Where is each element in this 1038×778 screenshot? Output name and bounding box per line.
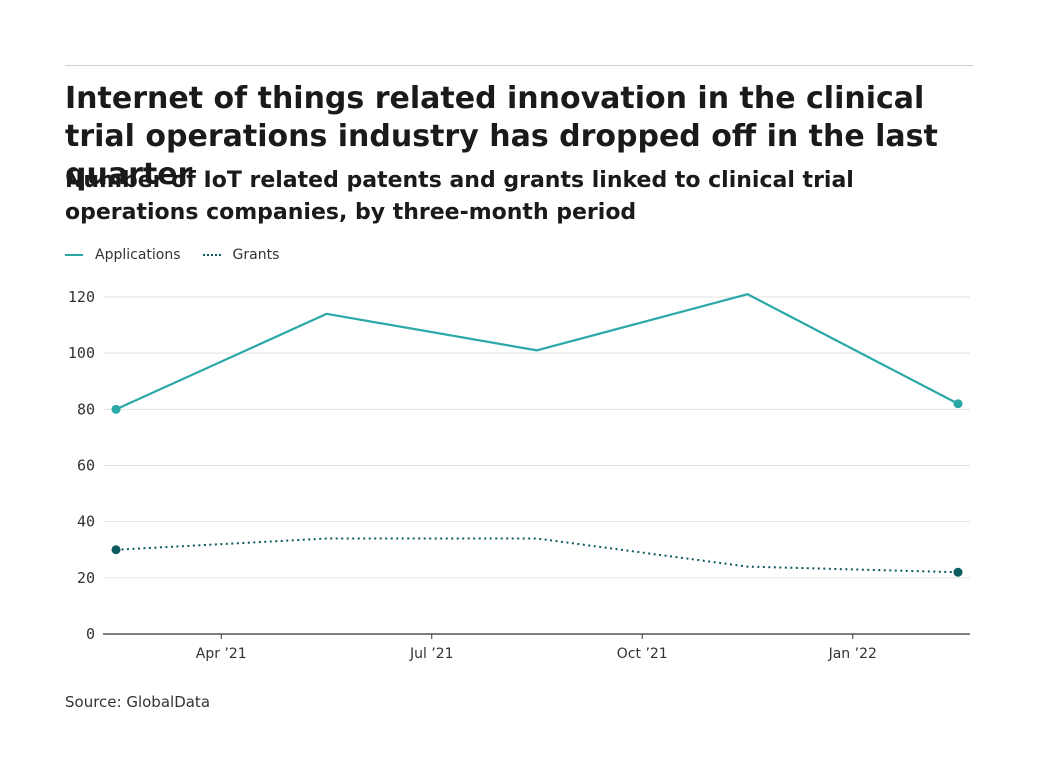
y-tick-label-20: 20 — [77, 569, 95, 587]
series-line-grants — [115, 537, 959, 574]
x-tick-label-1: Jul ’21 — [409, 646, 454, 662]
legend: Applications Grants — [65, 245, 301, 265]
top-divider — [65, 65, 973, 66]
y-tick-label-60: 60 — [77, 457, 95, 475]
series-line-applications — [115, 293, 959, 411]
y-tick-label-120: 120 — [68, 288, 95, 306]
x-tick-label-0: Apr ’21 — [196, 646, 247, 662]
data-point-applications-4 — [953, 399, 963, 409]
x-tick-label-3: Jan ’22 — [828, 646, 877, 662]
legend-item-grants[interactable]: Grants — [202, 247, 280, 263]
y-tick-label-0: 0 — [86, 625, 95, 643]
x-tick-label-2: Oct ’21 — [617, 646, 668, 662]
legend-label-applications: Applications — [95, 247, 181, 263]
y-tick-label-80: 80 — [77, 400, 95, 418]
chart-title: Internet of things related innovation in… — [65, 81, 938, 192]
data-point-grants-4 — [953, 567, 963, 577]
source-note: Source: GlobalData — [65, 693, 211, 711]
chart-subtitle: Number of IoT related patents and grants… — [65, 168, 854, 225]
y-tick-label-40: 40 — [77, 513, 95, 531]
legend-label-grants: Grants — [232, 247, 280, 263]
dotted-line-icon — [202, 254, 221, 256]
solid-line-icon — [65, 254, 83, 256]
y-tick-label-100: 100 — [68, 344, 95, 362]
legend-item-applications[interactable]: Applications — [65, 247, 181, 263]
data-point-applications-0 — [111, 404, 121, 414]
data-point-grants-0 — [111, 545, 121, 555]
